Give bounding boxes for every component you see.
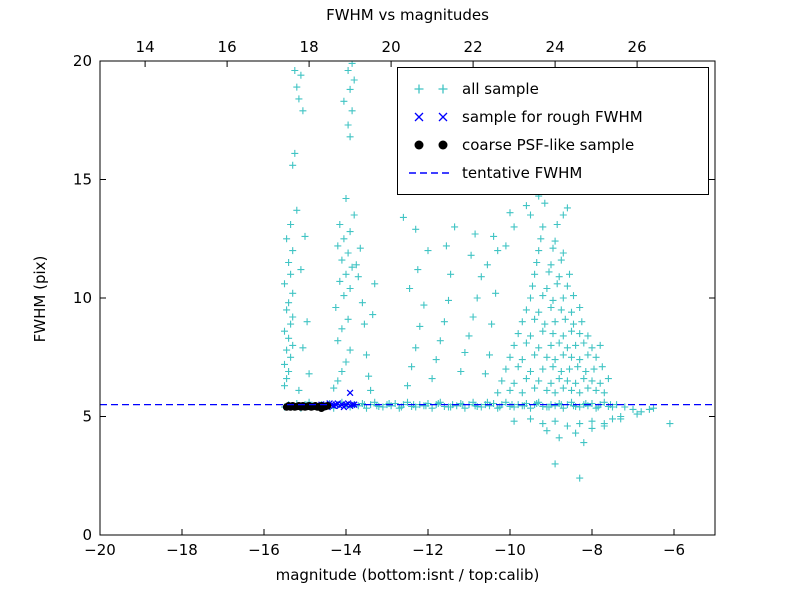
plus-marker-icon — [414, 84, 448, 94]
x-tick-label: −10 — [494, 541, 526, 559]
coarse-psf-point — [323, 402, 332, 410]
top-x-tick-label: 16 — [218, 38, 237, 56]
legend-label: sample for rough FWHM — [462, 108, 643, 126]
legend-entry-3: tentative FWHM — [406, 159, 702, 187]
x-tick-label: −18 — [166, 541, 198, 559]
y-axis-label: FWHM (pix) — [31, 255, 49, 343]
y-tick-label: 20 — [73, 52, 92, 70]
top-x-tick-label: 26 — [628, 38, 647, 56]
legend-label: all sample — [462, 80, 539, 98]
x-marker-icon — [414, 112, 448, 122]
chart-title: FWHM vs magnitudes — [326, 6, 489, 24]
legend-marker-3 — [406, 162, 462, 184]
dot-marker-icon — [414, 140, 448, 150]
top-x-tick-label: 22 — [464, 38, 483, 56]
legend-marker-1 — [406, 106, 462, 128]
top-x-tick-label: 20 — [382, 38, 401, 56]
x-tick-label: −20 — [84, 541, 116, 559]
legend-marker-0 — [406, 78, 462, 100]
legend-entry-2: coarse PSF-like sample — [406, 131, 702, 159]
top-x-tick-label: 18 — [300, 38, 319, 56]
legend-entry-0: all sample — [406, 75, 702, 103]
x-tick-label: −12 — [412, 541, 444, 559]
plot-frame — [99, 60, 716, 536]
top-x-tick-label: 24 — [546, 38, 565, 56]
y-tick-label: 5 — [82, 408, 92, 426]
x-tick-label: −16 — [248, 541, 280, 559]
plot-series-layer — [100, 61, 715, 482]
legend-label: coarse PSF-like sample — [462, 136, 635, 154]
y-tick-label: 10 — [73, 289, 92, 307]
legend-label: tentative FWHM — [462, 164, 583, 182]
y-tick-label: 0 — [82, 526, 92, 544]
legend-marker-2 — [406, 134, 462, 156]
x-tick-label: −6 — [663, 541, 685, 559]
legend: all sample sample for rough FWHM coarse PS… — [397, 67, 709, 195]
x-tick-label: −8 — [581, 541, 603, 559]
y-tick-label: 15 — [73, 171, 92, 189]
dashed-line-icon — [409, 172, 453, 174]
x-tick-label: −14 — [330, 541, 362, 559]
coarse-psf-point — [317, 404, 326, 413]
top-x-tick-label: 14 — [136, 38, 155, 56]
legend-entry-1: sample for rough FWHM — [406, 103, 702, 131]
x-axis-label: magnitude (bottom:isnt / top:calib) — [275, 566, 540, 584]
